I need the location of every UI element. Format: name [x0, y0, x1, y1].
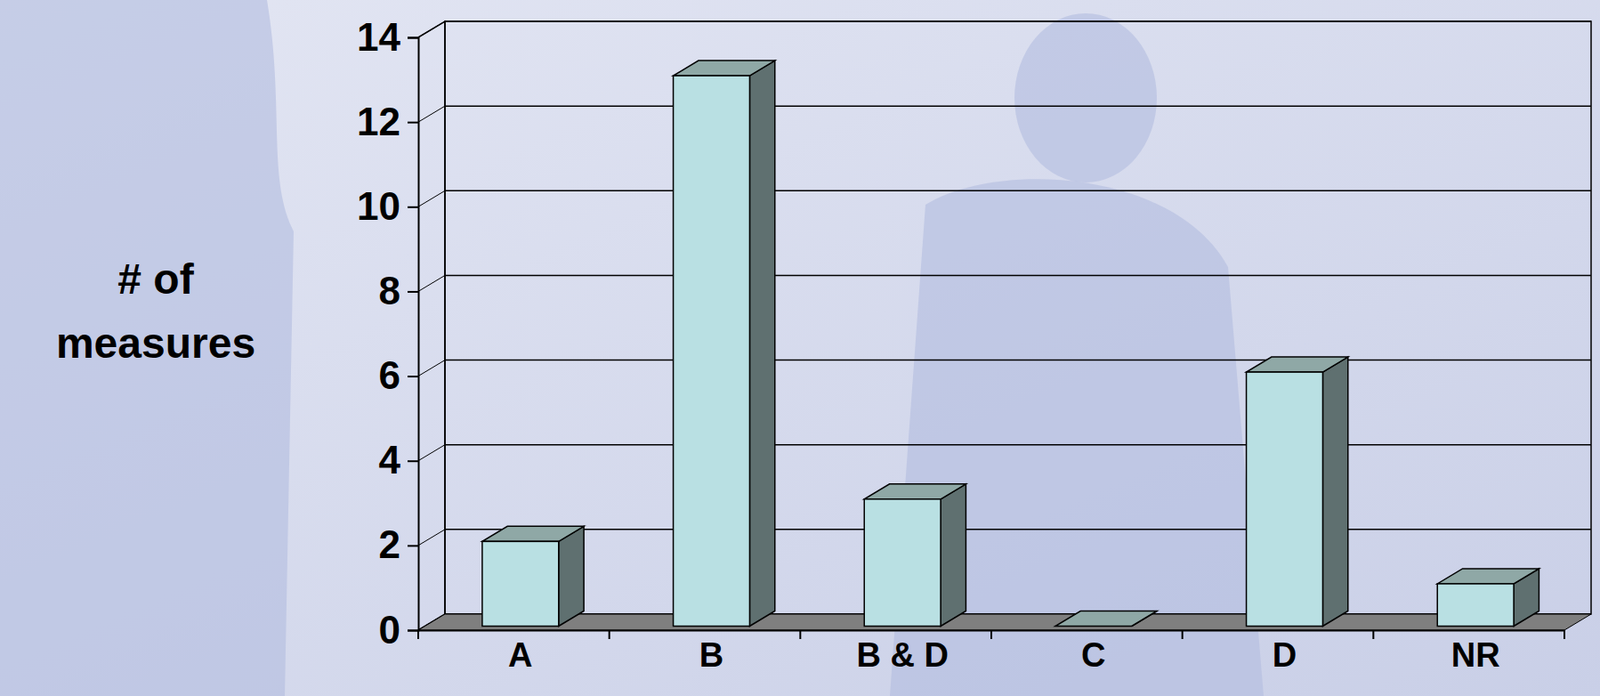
bar-front — [482, 541, 559, 626]
bar-top — [482, 525, 584, 542]
y-tick-label: 10 — [356, 184, 401, 228]
x-tick: C — [1081, 636, 1106, 674]
bar-front — [1437, 583, 1514, 627]
y-tick: 8 — [379, 268, 419, 313]
grid-line — [444, 190, 1592, 193]
bar-top — [673, 60, 776, 76]
bar — [864, 484, 966, 627]
y-tick-mark — [407, 630, 419, 632]
x-separator — [990, 630, 993, 639]
silhouette — [0, 0, 294, 696]
y-tick-mark — [407, 375, 419, 378]
x-tick-label: C — [1081, 636, 1106, 674]
y-tick-label: 4 — [379, 437, 402, 482]
x-tick: NR — [1451, 636, 1501, 674]
x-separator — [608, 630, 611, 639]
back-wall — [444, 21, 1592, 615]
decoration — [0, 0, 1264, 696]
y-tick: 12 — [356, 99, 419, 144]
grid-line-side — [418, 105, 445, 122]
x-tick-label: NR — [1451, 636, 1501, 674]
bar-front — [1055, 625, 1132, 628]
grid-line-side — [418, 21, 445, 38]
y-axis-line — [407, 38, 420, 631]
x-tick-label: D — [1272, 636, 1297, 674]
bar-side — [558, 525, 584, 626]
y-tick-label: 6 — [379, 353, 401, 397]
y-tick: 6 — [379, 353, 419, 397]
x-axis: A B B & D C D NR — [418, 630, 1566, 674]
x-tick-label: B — [699, 636, 724, 674]
bar-front — [673, 75, 751, 626]
x-tick: D — [1272, 636, 1297, 674]
x-separator — [1563, 630, 1566, 639]
y-tick: 14 — [356, 15, 419, 59]
grid-line-side — [418, 274, 445, 291]
bar-top — [1246, 356, 1349, 372]
grid-line-side — [418, 529, 445, 546]
x-separator — [417, 630, 420, 639]
y-tick-label: 0 — [379, 607, 401, 652]
x-tick: A — [508, 636, 533, 674]
y-tick-label: 12 — [356, 99, 401, 144]
y-tick: 0 — [379, 607, 419, 652]
y-tick-label: 8 — [379, 268, 401, 313]
bar — [1437, 568, 1539, 627]
y-tick-label: 2 — [379, 522, 401, 566]
bar-side — [749, 60, 775, 626]
grid-line — [444, 274, 1592, 277]
grid-line-side — [418, 190, 445, 207]
x-tick-label: B & D — [856, 636, 948, 674]
grid-line-side — [418, 360, 445, 377]
grid-line — [444, 528, 1592, 531]
y-tick-mark — [407, 460, 419, 462]
x-separator — [1181, 630, 1184, 639]
y-tick-mark — [407, 121, 419, 124]
y-tick-mark — [407, 290, 419, 293]
silhouette — [1014, 13, 1157, 183]
grid-line-side — [418, 444, 445, 461]
y-tick-mark — [407, 544, 419, 547]
bar-front — [1246, 371, 1324, 626]
grid-line — [444, 20, 1592, 23]
y-tick: 4 — [379, 437, 419, 482]
bar — [482, 525, 584, 626]
bar-front — [864, 499, 941, 627]
background — [0, 0, 1600, 696]
y-tick-mark — [407, 206, 419, 209]
y-tick-mark — [407, 37, 419, 40]
floor — [418, 614, 1592, 631]
side-wall — [418, 21, 445, 631]
grid — [418, 21, 1592, 631]
bar — [1246, 356, 1349, 626]
x-separator — [799, 630, 801, 639]
bar-side — [940, 484, 966, 627]
bars — [482, 60, 1540, 626]
x-separator — [1372, 630, 1374, 639]
x-tick-label: A — [508, 636, 533, 674]
bar-top — [864, 484, 966, 500]
grid-line — [444, 105, 1592, 107]
y-axis-title: # ofmeasures — [56, 255, 256, 367]
y-tick: 2 — [379, 522, 419, 566]
bar — [1055, 610, 1157, 626]
y-axis: 0 2 4 6 8 10 12 14 — [356, 15, 419, 652]
grid-line — [444, 444, 1592, 446]
bar-top — [1437, 568, 1539, 584]
x-tick: B & D — [856, 636, 948, 674]
y-tick: 10 — [356, 184, 419, 228]
bar-side — [1322, 356, 1348, 626]
bar-top — [1055, 610, 1157, 626]
y-tick-label: 14 — [356, 15, 401, 59]
x-tick: B — [699, 636, 724, 674]
bar — [673, 60, 776, 626]
grid-line — [444, 359, 1592, 362]
